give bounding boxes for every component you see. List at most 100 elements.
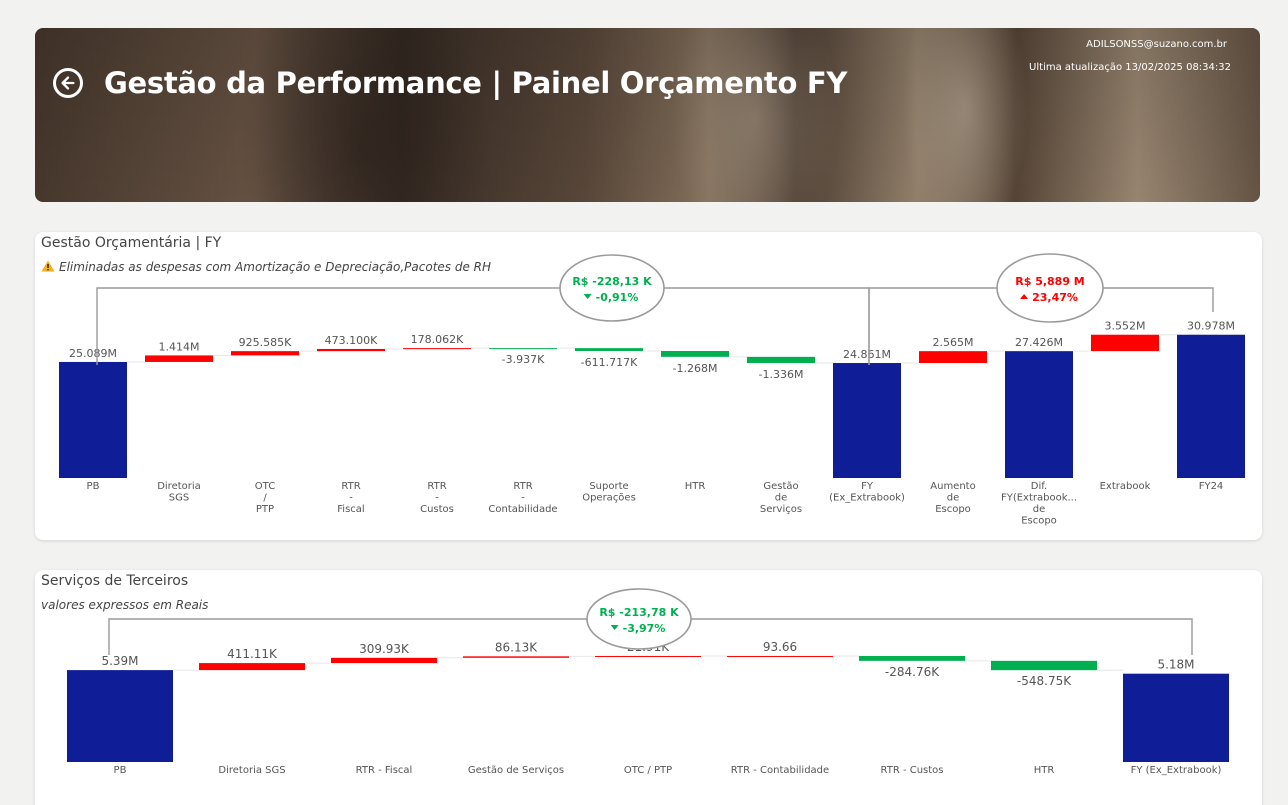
variance-value: R$ 5,889 M [1015,275,1085,288]
category-label: Diretoria SGS [218,765,285,776]
card-subtitle: valores expressos em Reais [41,598,209,612]
category-label: Dif. [1031,481,1047,492]
category-label: Serviços [760,504,802,515]
data-label: 27.426M [1015,336,1063,349]
waterfall-bar [833,363,901,478]
waterfall-bar [1091,334,1159,352]
data-label: -611.717K [581,356,638,369]
variance-percent: -3,97% [623,622,666,635]
header-shade [35,28,1260,202]
data-label: 2.565M [933,336,974,349]
data-label: 24.861M [843,348,891,361]
waterfall-bar [727,655,833,657]
waterfall-bar [67,670,173,762]
category-label: PB [87,481,100,492]
card-title: Serviços de Terceiros [41,573,189,589]
category-label: OTC / PTP [624,765,672,776]
arrow-down-icon [610,625,619,630]
waterfall-bar [747,356,815,364]
variance-value: R$ -213,78 K [599,606,679,619]
page-title: Gestão da Performance | Painel Orçamento… [104,66,848,100]
waterfall-bar [403,348,471,350]
waterfall-bar [595,655,701,657]
waterfall-bar [231,351,299,356]
budget-card: Gestão Orçamentária | FY Eliminadas as d… [35,232,1262,540]
waterfall-bar [331,657,437,664]
category-label: Gestão [763,481,798,492]
category-label: Gestão de Serviços [468,765,564,776]
category-label: FY [861,481,874,492]
category-label: / [263,493,267,504]
data-label: 925.585K [239,336,292,349]
data-label: 5.39M [101,654,138,668]
category-label: Suporte [589,481,628,492]
variance-bubble [996,253,1104,323]
waterfall-bar [661,350,729,357]
data-label: 5.18M [1157,658,1194,672]
category-label: de [775,493,788,504]
data-label: 30.978M [1187,320,1235,333]
arrow-down-icon [583,294,592,299]
category-label: RTR - Contabilidade [731,765,829,776]
category-label: HTR [685,481,706,492]
data-label: -548.75K [1017,674,1072,688]
category-label: de [947,493,960,504]
waterfall-bar [59,361,127,478]
category-label: SGS [169,493,189,504]
variance-bubble [559,254,665,322]
category-label: Contabilidade [488,504,557,515]
data-label: -1.336M [759,368,804,381]
card-subtitle-text: Eliminadas as despesas com Amortização e… [59,260,492,274]
data-label: 1.414M [159,340,200,353]
category-label: RTR [427,481,446,492]
data-label: 3.552M [1105,320,1146,333]
waterfall-bar [1005,351,1073,478]
category-label: Escopo [1021,516,1057,527]
waterfall-chart-third-party[interactable]: 5.39M PB 411.11K Diretoria SGS 309.93K RTR - … [35,570,1262,805]
waterfall-bar [489,348,557,350]
data-label: 25.089M [69,347,117,360]
waterfall-bar [859,655,965,661]
third-party-card: Serviços de Terceiros valores expressos … [35,570,1262,805]
waterfall-bar [575,348,643,351]
category-label: RTR [513,481,532,492]
variance-bubble [586,588,692,650]
category-label: Custos [420,504,454,515]
waterfall-bar [919,351,987,364]
category-label: Extrabook [1100,481,1151,492]
back-button[interactable] [53,68,83,98]
category-label: de [1033,504,1046,515]
category-label: OTC [255,481,275,492]
data-label: 178.062K [411,333,464,346]
comparison-bracket [96,287,870,365]
category-label: PB [114,765,127,776]
waterfall-bar [317,348,385,352]
category-label: - [435,493,439,504]
category-label: FY24 [1199,481,1224,492]
variance-value: R$ -228,13 K [572,275,652,288]
category-label: Diretoria [157,481,201,492]
category-label: Escopo [935,504,971,515]
arrow-up-icon [1020,294,1029,299]
category-label: RTR - Fiscal [356,765,413,776]
category-label: (Ex_Extrabook) [829,493,905,504]
data-label: 93.66 [763,640,797,654]
data-label: -1.268M [673,362,718,375]
card-title: Gestão Orçamentária | FY [41,235,222,251]
category-label: RTR - Custos [880,765,943,776]
variance-percent: -0,91% [596,291,639,304]
category-label: Aumento [930,481,975,492]
category-label: - [521,493,525,504]
category-label: FY (Ex_Extrabook) [1131,765,1222,776]
card-subtitle: Eliminadas as despesas com Amortização e… [41,260,491,274]
last-updated: Ultima atualização 13/02/2025 08:34:32 [1029,62,1231,73]
warning-icon [41,260,55,272]
user-email: ADILSONSS@suzano.com.br [1086,39,1227,50]
waterfall-bar [1123,673,1229,762]
category-label: Fiscal [337,504,364,515]
header-banner: Gestão da Performance | Painel Orçamento… [35,28,1260,202]
category-label: Operações [582,493,636,504]
waterfall-bar [1177,334,1245,478]
